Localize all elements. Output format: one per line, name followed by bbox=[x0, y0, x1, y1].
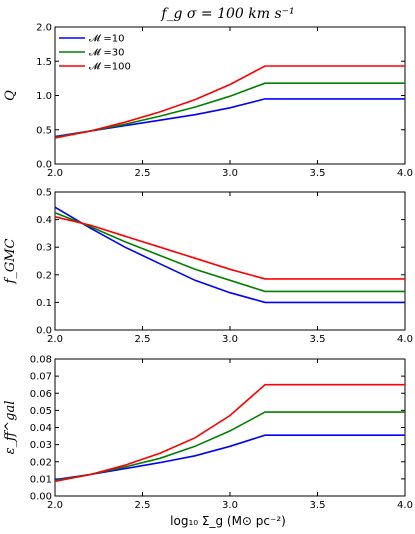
legend-label: 𝓜 =10 bbox=[89, 34, 124, 45]
x-tick-label: 2.5 bbox=[135, 500, 151, 511]
y-tick-label: 1.5 bbox=[36, 57, 52, 68]
y-axis-label: Q bbox=[3, 90, 18, 101]
x-tick-label: 3.0 bbox=[222, 500, 238, 511]
series-line-3 bbox=[54, 216, 405, 280]
series-line-1 bbox=[54, 434, 405, 481]
y-tick-label: 1.0 bbox=[36, 91, 52, 102]
series-line-3 bbox=[54, 383, 405, 483]
x-tick-label: 4.0 bbox=[397, 168, 413, 179]
y-tick-label: 0.3 bbox=[36, 243, 52, 254]
y-tick-label: 0.05 bbox=[30, 406, 52, 417]
panel-1: 2.0 2.5 3.0 3.5 4.0 0.0 0.5 1.0 1.5 2.0 Q 𝓜 =10 𝓜 =3… bbox=[3, 23, 413, 180]
series-line-2 bbox=[54, 82, 405, 139]
x-tick-label: 3.5 bbox=[310, 500, 326, 511]
plot-frame bbox=[54, 358, 406, 497]
plot-frame bbox=[54, 191, 406, 331]
x-tick-label: 2.0 bbox=[47, 334, 63, 345]
y-axis-label: f_GMC bbox=[3, 238, 18, 284]
x-tick-label: 3.0 bbox=[222, 334, 238, 345]
x-tick-label: 2.5 bbox=[135, 168, 151, 179]
y-tick-label: 0.2 bbox=[36, 270, 52, 281]
legend: 𝓜 =10 𝓜 =30 𝓜 =100 bbox=[59, 34, 131, 73]
y-tick-label: 0.04 bbox=[30, 423, 52, 434]
panel-2: 2.0 2.5 3.0 3.5 4.0 0.0 0.1 0.2 0.3 0.4 0.5 f_GMC bbox=[3, 188, 413, 346]
series-line-1 bbox=[54, 98, 405, 138]
y-tick-label: 0.5 bbox=[36, 188, 52, 199]
y-tick-label: 0.5 bbox=[36, 125, 52, 136]
x-tick-label: 2.0 bbox=[47, 168, 63, 179]
series-line-3 bbox=[54, 65, 405, 139]
y-tick-label: 0.08 bbox=[30, 355, 52, 366]
x-tick-label: 4.0 bbox=[397, 500, 413, 511]
x-tick-label: 3.5 bbox=[310, 334, 326, 345]
x-tick-label: 2.5 bbox=[135, 334, 151, 345]
legend-label: 𝓜 =30 bbox=[89, 48, 124, 59]
y-tick-label: 0.03 bbox=[30, 440, 52, 451]
x-tick-label: 4.0 bbox=[397, 334, 413, 345]
y-tick-label: 0.07 bbox=[30, 372, 52, 383]
y-tick-label: 2.0 bbox=[36, 23, 52, 34]
y-tick-label: 0.0 bbox=[36, 160, 52, 171]
x-tick-label: 2.0 bbox=[47, 500, 63, 511]
legend-label: 𝓜 =100 bbox=[89, 62, 131, 73]
y-tick-label: 0.06 bbox=[30, 389, 52, 400]
series-line-2 bbox=[54, 211, 405, 293]
series-line-1 bbox=[54, 206, 405, 304]
y-tick-label: 0.1 bbox=[36, 298, 52, 309]
panels: 2.0 2.5 3.0 3.5 4.0 0.0 0.5 1.0 1.5 2.0 Q 𝓜 =10 𝓜 =3… bbox=[3, 23, 413, 512]
x-tick-label: 3.5 bbox=[310, 168, 326, 179]
y-tick-label: 0.00 bbox=[30, 492, 52, 503]
x-axis-label: log₁₀ Σ_g (M⊙ pc⁻²) bbox=[170, 514, 286, 528]
y-tick-label: 0.0 bbox=[36, 326, 52, 337]
y-axis-label: ε_ff^gal bbox=[3, 401, 18, 455]
y-tick-label: 0.01 bbox=[30, 474, 52, 485]
x-tick-label: 3.0 bbox=[222, 168, 238, 179]
y-tick-label: 0.4 bbox=[36, 215, 52, 226]
y-tick-label: 0.02 bbox=[30, 457, 52, 468]
panel-3: 2.0 2.5 3.0 3.5 4.0 0.00 0.01 0.02 0.03 0.04 0.05 0… bbox=[3, 355, 413, 512]
chart-title: f_g σ = 100 km s⁻¹ bbox=[160, 6, 294, 22]
